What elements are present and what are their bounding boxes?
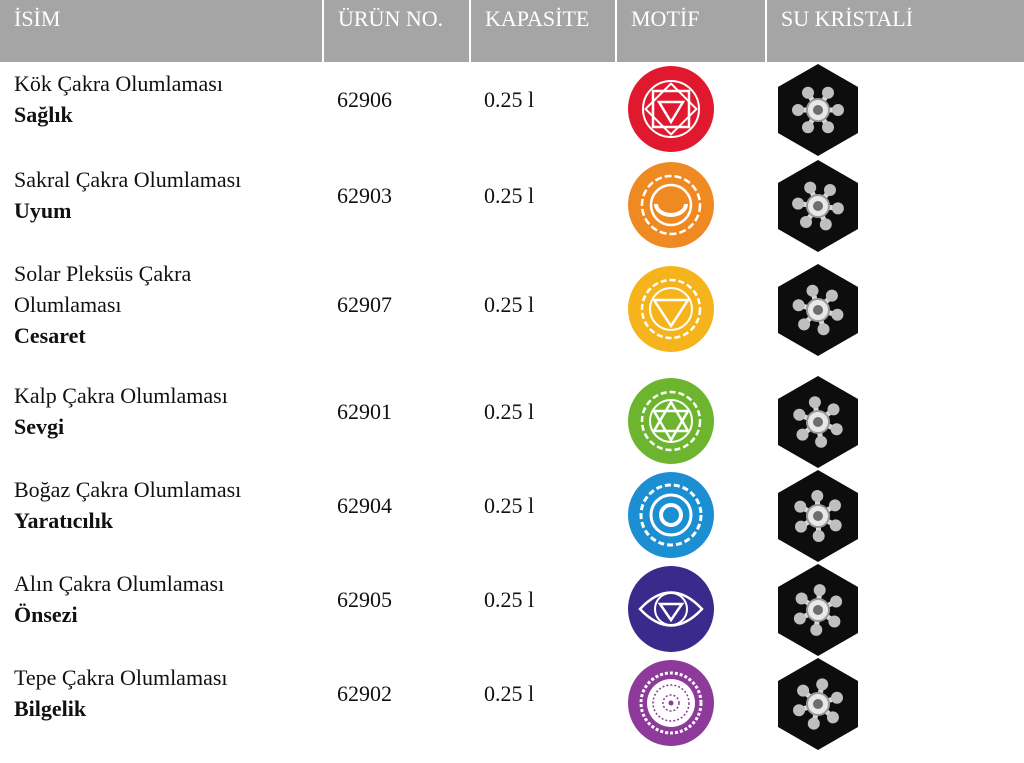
water-crystal-icon — [778, 658, 858, 750]
product-name-cell: Kök Çakra Olumlaması Sağlık — [0, 62, 323, 158]
crown-chakra-icon — [628, 660, 714, 746]
product-name: Alın Çakra Olumlaması — [14, 571, 225, 596]
product-theme: Cesaret — [14, 323, 86, 348]
sacral-chakra-icon — [628, 162, 714, 248]
root-chakra-icon — [628, 66, 714, 152]
product-theme: Önsezi — [14, 602, 78, 627]
throat-chakra-icon — [628, 472, 714, 558]
crystal-cell — [766, 468, 1024, 562]
product-name: Solar Pleksüs Çakra — [14, 261, 192, 286]
water-crystal-icon — [778, 470, 858, 562]
header-name: İSİM — [0, 0, 324, 62]
product-name-cell: Alın Çakra Olumlaması Önsezi — [0, 562, 323, 656]
motif-cell — [616, 252, 766, 374]
motif-cell — [616, 468, 766, 562]
product-name: Kalp Çakra Olumlaması — [14, 383, 228, 408]
table-row: Kök Çakra Olumlaması Sağlık 62906 0.25 l — [0, 62, 1024, 158]
product-theme: Sağlık — [14, 102, 73, 127]
motif-cell — [616, 62, 766, 158]
product-name-cell: Sakral Çakra Olumlaması Uyum — [0, 158, 323, 252]
third-eye-chakra-icon — [628, 566, 714, 652]
header-capacity: KAPASİTE — [470, 0, 617, 62]
header-product-no: ÜRÜN NO. — [323, 0, 471, 62]
product-capacity: 0.25 l — [484, 399, 535, 424]
product-name-cell: Tepe Çakra Olumlaması Bilgelik — [0, 656, 323, 752]
table-row: Boğaz Çakra Olumlaması Yaratıcılık 62904 0.… — [0, 468, 1024, 562]
solar-plexus-chakra-icon — [628, 266, 714, 352]
product-name: Sakral Çakra Olumlaması — [14, 167, 242, 192]
crystal-cell — [766, 374, 1024, 468]
product-capacity: 0.25 l — [484, 493, 535, 518]
product-capacity: 0.25 l — [484, 183, 535, 208]
header-motif: MOTİF — [616, 0, 767, 62]
table-row: Solar Pleksüs Çakra Olumlaması Cesaret 6290… — [0, 252, 1024, 374]
water-crystal-icon — [778, 564, 858, 656]
product-name: Tepe Çakra Olumlaması — [14, 665, 228, 690]
crystal-cell — [766, 158, 1024, 252]
product-number: 62902 — [337, 681, 392, 706]
water-crystal-icon — [778, 160, 858, 252]
crystal-cell — [766, 656, 1024, 752]
product-theme: Bilgelik — [14, 696, 87, 721]
motif-cell — [616, 656, 766, 752]
product-name: Olumlaması — [14, 292, 122, 317]
product-capacity: 0.25 l — [484, 87, 535, 112]
product-number: 62905 — [337, 587, 392, 612]
motif-cell — [616, 562, 766, 656]
header-row: İSİM ÜRÜN NO. KAPASİTE MOTİF SU KRİSTALİ — [0, 0, 1024, 62]
heart-chakra-icon — [628, 378, 714, 464]
product-number: 62901 — [337, 399, 392, 424]
product-name-cell: Boğaz Çakra Olumlaması Yaratıcılık — [0, 468, 323, 562]
product-number: 62903 — [337, 183, 392, 208]
product-name-cell: Solar Pleksüs Çakra Olumlaması Cesaret — [0, 252, 323, 374]
product-theme: Yaratıcılık — [14, 508, 113, 533]
motif-cell — [616, 158, 766, 252]
product-capacity: 0.25 l — [484, 292, 535, 317]
product-theme: Sevgi — [14, 414, 65, 439]
product-capacity: 0.25 l — [484, 681, 535, 706]
water-crystal-icon — [778, 264, 858, 356]
table-row: Kalp Çakra Olumlaması Sevgi 62901 0.25 l — [0, 374, 1024, 468]
product-number: 62904 — [337, 493, 392, 518]
crystal-cell — [766, 562, 1024, 656]
product-name: Boğaz Çakra Olumlaması — [14, 477, 242, 502]
motif-cell — [616, 374, 766, 468]
table-row: Sakral Çakra Olumlaması Uyum 62903 0.25 l — [0, 158, 1024, 252]
product-number: 62907 — [337, 292, 392, 317]
product-name-cell: Kalp Çakra Olumlaması Sevgi — [0, 374, 323, 468]
table-row: Alın Çakra Olumlaması Önsezi 62905 0.25 l — [0, 562, 1024, 656]
product-name: Kök Çakra Olumlaması — [14, 71, 223, 96]
product-number: 62906 — [337, 87, 392, 112]
product-capacity: 0.25 l — [484, 587, 535, 612]
product-theme: Uyum — [14, 198, 72, 223]
crystal-cell — [766, 62, 1024, 158]
header-crystal: SU KRİSTALİ — [766, 0, 1024, 62]
table-row: Tepe Çakra Olumlaması Bilgelik 62902 0.25 l — [0, 656, 1024, 752]
water-crystal-icon — [778, 64, 858, 156]
water-crystal-icon — [778, 376, 858, 468]
crystal-cell — [766, 252, 1024, 374]
